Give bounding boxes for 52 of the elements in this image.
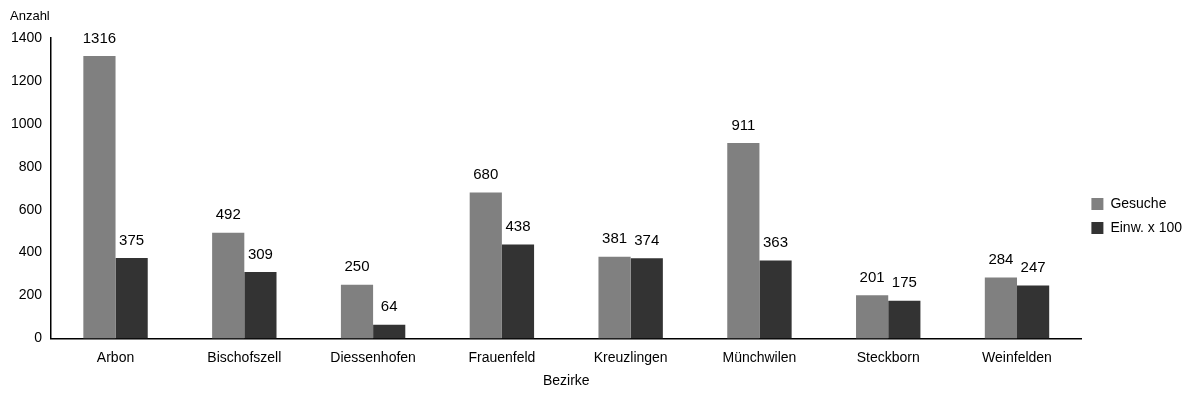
data-label: 1316: [82, 28, 117, 46]
data-label: 680: [473, 165, 499, 183]
x-tick-label: Weinfelden: [982, 348, 1052, 365]
data-label: 250: [344, 257, 370, 275]
y-tick-label: 400: [18, 243, 43, 260]
bar: [340, 284, 374, 339]
x-tick-label: Steckborn: [856, 348, 920, 365]
y-axis-title: Anzahl: [10, 8, 50, 24]
data-label: 247: [1020, 258, 1046, 276]
y-tick-label: 1400: [10, 28, 43, 45]
bar: [373, 324, 406, 339]
data-label: 381: [602, 229, 628, 247]
data-label: 309: [247, 244, 273, 262]
x-tick-label: Diessenhofen: [330, 348, 416, 365]
data-label: 375: [119, 230, 145, 248]
x-tick-label: Bischofszell: [207, 348, 282, 365]
bar: [630, 258, 663, 339]
data-label: 64: [380, 297, 398, 315]
bar: [83, 56, 116, 339]
bar: [469, 192, 502, 339]
y-tick-label: 0: [34, 329, 43, 346]
y-tick-label: 800: [18, 157, 43, 174]
bar: [984, 277, 1018, 339]
y-tick-label: 1000: [10, 114, 43, 131]
data-label: 911: [731, 115, 756, 133]
bar: [244, 272, 277, 339]
bar: [888, 300, 921, 339]
bar: [598, 256, 631, 339]
y-tick-label: 1200: [10, 71, 43, 88]
data-label: 175: [891, 273, 917, 291]
bar: [115, 257, 148, 339]
bar: [759, 260, 792, 339]
data-label: 492: [215, 205, 241, 223]
bar: [856, 295, 889, 339]
x-tick-label: Arbon: [96, 348, 135, 365]
legend-label: Gesuche: [1110, 194, 1167, 211]
x-axis-title: Bezirke: [542, 372, 590, 389]
legend-label: Einw. x 100: [1110, 218, 1183, 235]
bar: [1017, 285, 1050, 339]
data-label: 363: [763, 233, 789, 251]
x-tick-label: Frauenfeld: [468, 348, 536, 365]
bar: [212, 232, 245, 339]
data-label: 201: [859, 267, 885, 285]
data-label: 438: [505, 217, 531, 235]
y-tick-label: 200: [18, 286, 43, 303]
bar: [501, 244, 535, 339]
x-tick-label: Kreuzlingen: [593, 348, 668, 365]
bar: [727, 142, 760, 339]
data-label: 284: [988, 250, 1014, 268]
x-tick-label: Münchwilen: [722, 348, 797, 365]
y-tick-label: 600: [18, 200, 43, 217]
data-label: 374: [634, 230, 660, 248]
